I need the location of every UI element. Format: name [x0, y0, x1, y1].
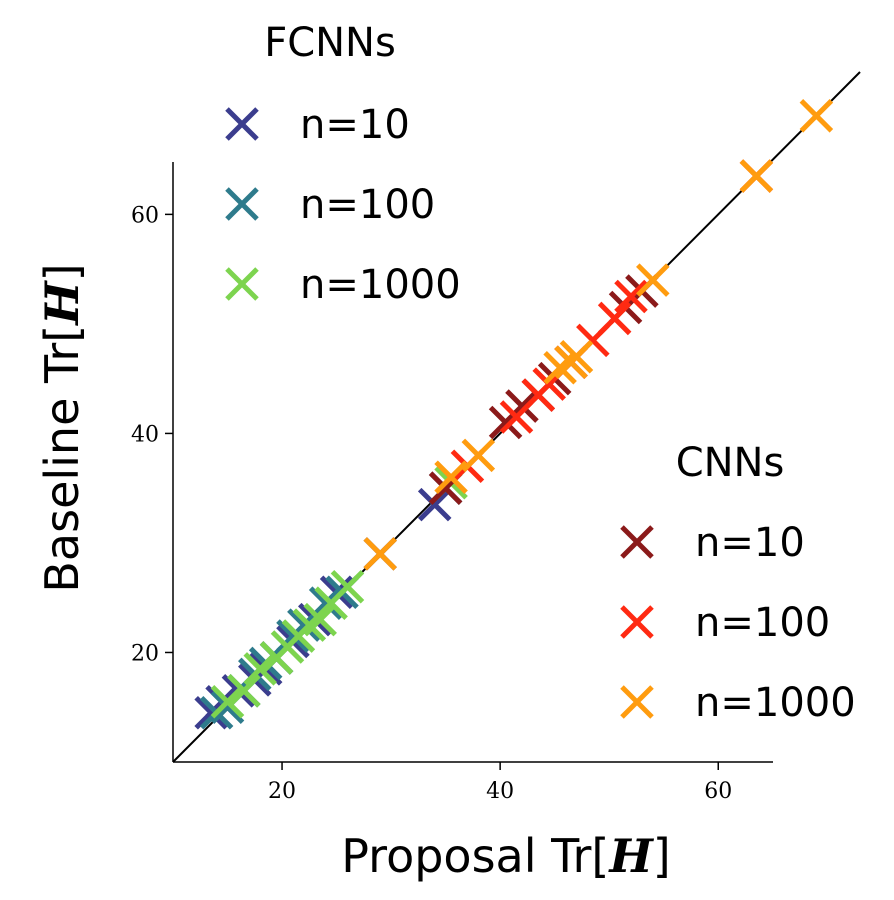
legend-marker-cnns-n10	[620, 525, 654, 559]
y-tick-label: 60	[131, 203, 159, 228]
legend-fcnns-entry-n10: n=10	[300, 102, 410, 148]
data-point	[739, 159, 774, 193]
data-point	[799, 99, 834, 133]
y-axis-label: Baseline Tr[H]	[35, 263, 89, 592]
axes	[172, 162, 773, 763]
data-point	[434, 460, 468, 495]
data-point	[227, 674, 261, 708]
legend-marker-cnns-n100	[620, 605, 654, 639]
x-tick-label: 40	[486, 779, 514, 804]
legend-marker-cnns-n1000	[620, 685, 654, 719]
data-point	[210, 684, 245, 719]
x-axis-label: Proposal Tr[H]	[341, 829, 671, 883]
legend-marker-fcnns-n1000	[225, 267, 259, 301]
data-point	[559, 339, 594, 374]
legend-markers	[225, 107, 654, 719]
data-point	[636, 263, 670, 297]
legend-cnns: CNNs n=10 n=100 n=1000	[676, 440, 856, 726]
data-point	[505, 389, 539, 423]
legend-cnns-entry-n1000: n=1000	[695, 680, 856, 726]
data-point	[597, 301, 632, 336]
legend-marker-fcnns-n100	[225, 187, 259, 221]
legend-cnns-entry-n100: n=100	[695, 600, 830, 646]
legend-fcnns-entry-n100: n=100	[300, 182, 435, 228]
data-point	[243, 652, 278, 686]
data-point	[363, 537, 397, 571]
plot-area	[172, 71, 861, 763]
legend-cnns-entry-n10: n=10	[695, 520, 805, 566]
data-point	[303, 602, 337, 637]
legend-cnns-title: CNNs	[676, 440, 785, 486]
legend-fcnns: FCNNs n=10 n=100 n=1000	[264, 20, 460, 308]
series-fcnns-n1000	[210, 465, 468, 719]
series-cnns-n1000	[363, 99, 834, 571]
legend-marker-fcnns-n10	[225, 107, 259, 141]
y-tick-label: 20	[131, 641, 159, 666]
data-point	[614, 279, 648, 314]
x-tick-label: 20	[268, 779, 296, 804]
ticks: 20 40 60 20 40 60	[131, 203, 732, 804]
legend-fcnns-entry-n1000: n=1000	[300, 262, 461, 308]
data-point	[461, 438, 496, 473]
data-point	[330, 569, 365, 604]
y-tick-label: 40	[131, 422, 159, 447]
x-tick-label: 60	[704, 779, 732, 804]
data-point	[543, 350, 577, 385]
legend-fcnns-title: FCNNs	[264, 20, 396, 66]
data-point	[417, 487, 452, 522]
